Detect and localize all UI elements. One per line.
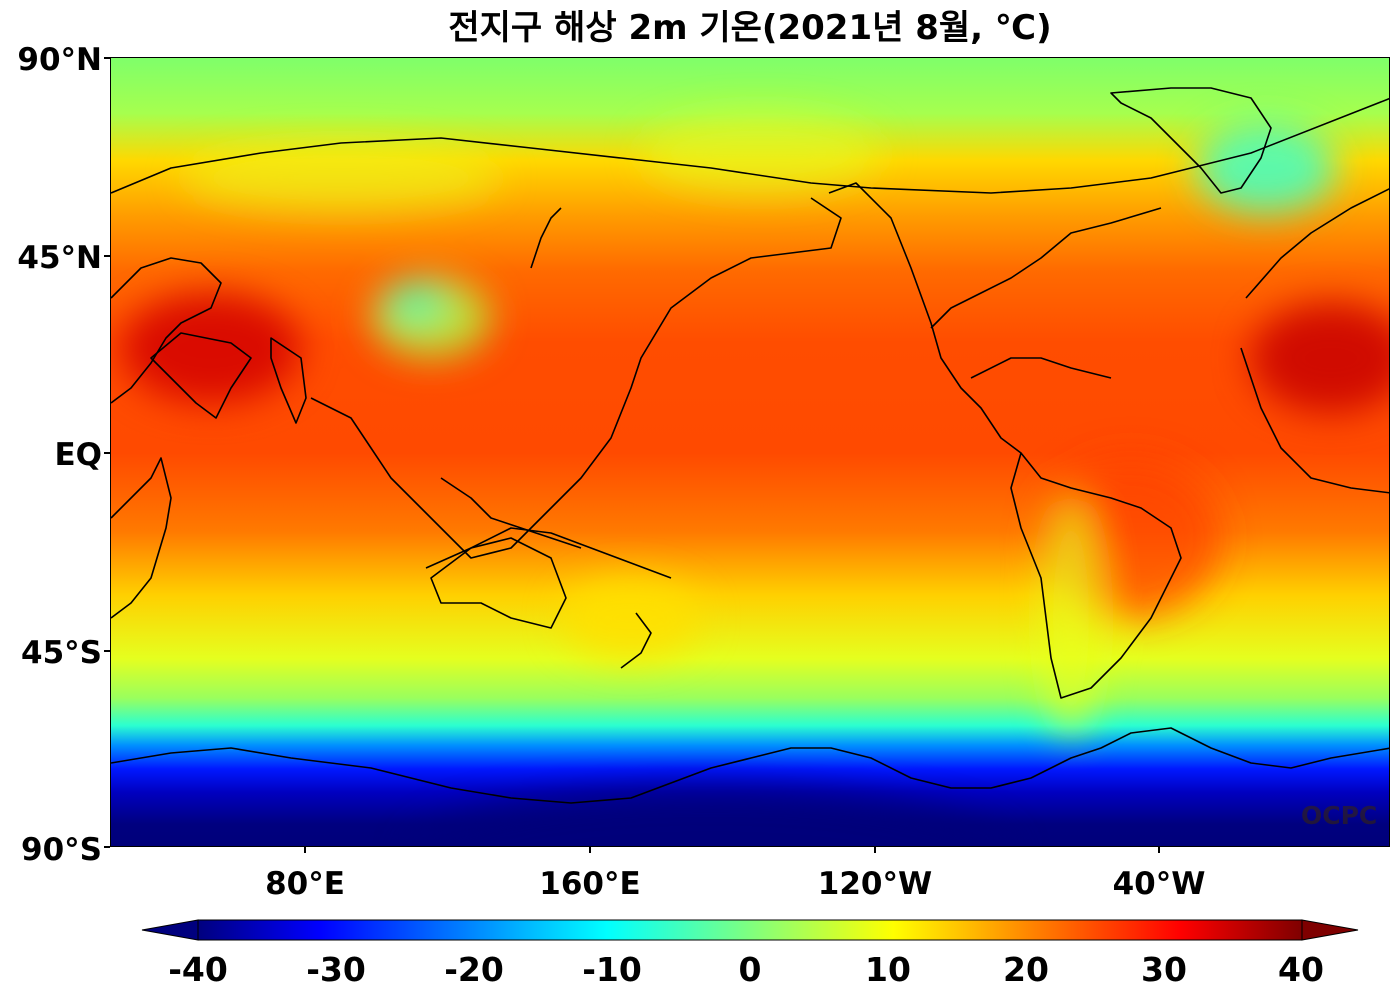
x-tick-mark [304, 847, 306, 853]
colorbar-label: -30 [306, 950, 366, 989]
colorbar-high-extend [1301, 919, 1359, 941]
coastlines [111, 87, 1389, 804]
colorbar-label: -10 [582, 950, 642, 989]
watermark-text: OCPC [1301, 801, 1377, 830]
y-tick-mark [104, 452, 110, 454]
x-tick-label-40w: 40°W [1112, 866, 1206, 902]
x-tick-label-120w: 120°W [817, 866, 933, 902]
colorbar-label: -40 [168, 950, 228, 989]
colorbar-gradient [197, 919, 1303, 941]
colorbar-label: 40 [1278, 950, 1324, 989]
x-tick-mark [874, 847, 876, 853]
colorbar-low-extend [141, 919, 199, 941]
x-tick-mark [1158, 847, 1160, 853]
x-tick-label-80e: 80°E [265, 866, 345, 902]
y-tick-label-90n: 90°N [17, 42, 102, 78]
y-tick-mark [104, 650, 110, 652]
map-title: 전지구 해상 2m 기온(2021년 8월, ℃) [448, 8, 1052, 48]
temperature-map: OCPC [110, 57, 1390, 847]
colorbar-label: 20 [1003, 950, 1049, 989]
map-watermark: OCPC [1301, 801, 1377, 830]
y-tick-label-45s: 45°S [21, 635, 102, 671]
colorbar-label: -20 [444, 950, 504, 989]
colorbar-label: 0 [738, 950, 762, 989]
y-tick-mark [104, 57, 110, 59]
colorbar [140, 918, 1360, 942]
colorbar-label: 10 [865, 950, 911, 989]
x-tick-mark [589, 847, 591, 853]
x-tick-label-160e: 160°E [539, 866, 641, 902]
y-tick-label-45n: 45°N [17, 240, 102, 276]
colorbar-label: 30 [1141, 950, 1187, 989]
y-tick-mark [104, 255, 110, 257]
y-tick-label-eq: EQ [54, 437, 102, 473]
y-tick-mark [104, 846, 110, 848]
y-tick-label-90s: 90°S [21, 832, 102, 868]
